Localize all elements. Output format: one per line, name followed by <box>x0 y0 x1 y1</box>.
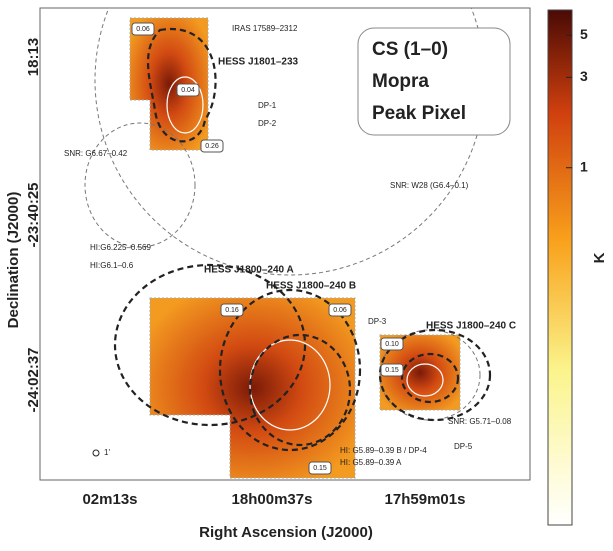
legend-line: Peak Pixel <box>372 103 466 124</box>
colorbar-tick-label: 5 <box>580 26 588 42</box>
x-axis-label: Right Ascension (J2000) <box>199 524 373 541</box>
annotation: HESS J1800–240 B <box>266 281 356 292</box>
annotation: HI: G5.89–0.39 A <box>340 458 402 467</box>
annotation: HESS J1800–240 A <box>204 265 294 276</box>
annotation: SNR: G5.71–0.08 <box>448 417 512 426</box>
colorbar <box>548 10 572 525</box>
legend-line: Mopra <box>372 71 429 92</box>
annotation: DP-3 <box>368 317 387 326</box>
annotation: SNR: G6.67–0.42 <box>64 149 128 158</box>
annotation: 1' <box>104 448 110 457</box>
box-value: 0.16 <box>225 307 239 314</box>
annotation: HI:G6.1–0.6 <box>90 261 134 270</box>
annotation: HESS J1800–240 C <box>426 321 516 332</box>
box-value: 0.10 <box>385 341 399 348</box>
annotation: HI: G5.89–0.39 B / DP-4 <box>340 446 427 455</box>
y-axis-label: Declination (J2000) <box>5 192 22 329</box>
annotation: HESS J1801–233 <box>218 57 299 68</box>
annotation: DP-1 <box>258 101 277 110</box>
figure: CS (1–0) Mopra Peak Pixel IRAS 17589–231… <box>0 0 613 546</box>
y-tick-label: 18:13 <box>25 38 42 76</box>
colorbar-tick-label: 3 <box>580 68 588 84</box>
annotation: IRAS 17589–2312 <box>232 24 298 33</box>
legend-line: CS (1–0) <box>372 39 448 60</box>
annotation: DP-2 <box>258 119 277 128</box>
box-value: 0.15 <box>313 465 327 472</box>
annotation: HI:G6.225–0.569 <box>90 243 151 252</box>
box-value: 0.06 <box>136 26 150 33</box>
x-tick-label: 18h00m37s <box>232 491 313 508</box>
y-tick-label: -23:40:25 <box>25 182 42 247</box>
colorbar-tick-label: 1 <box>580 158 588 174</box>
annotation: DP-5 <box>454 442 473 451</box>
box-value: 0.06 <box>333 307 347 314</box>
box-value: 0.04 <box>181 87 195 94</box>
annotation: SNR: W28 (G6.4–0.1) <box>390 181 469 190</box>
box-value: 0.15 <box>385 367 399 374</box>
x-tick-label: 17h59m01s <box>385 491 466 508</box>
colorbar-label: K <box>591 252 608 263</box>
y-tick-label: -24:02:37 <box>25 347 42 412</box>
box-value: 0.26 <box>205 143 219 150</box>
x-tick-label: 02m13s <box>82 491 137 508</box>
